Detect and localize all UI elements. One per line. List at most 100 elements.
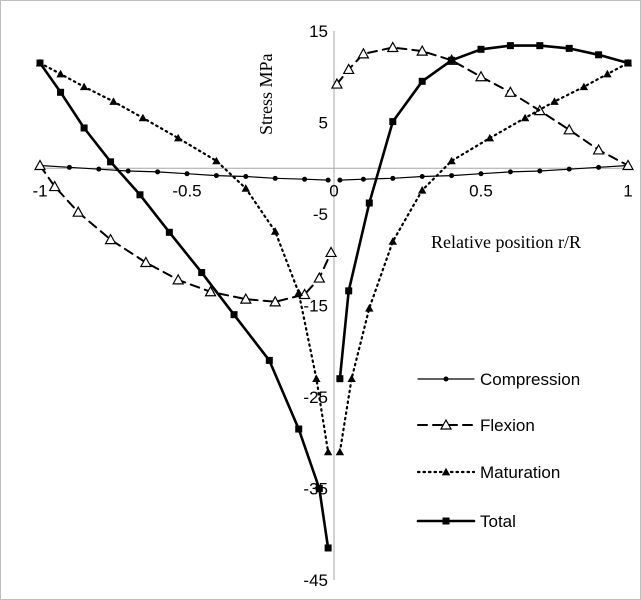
series-line-flexion bbox=[337, 48, 628, 166]
data-point-flexion bbox=[358, 49, 368, 58]
legend-marker-total bbox=[443, 518, 450, 525]
legend-label-compression: Compression bbox=[480, 370, 580, 389]
data-point-maturation bbox=[271, 227, 279, 235]
legend-marker-compression bbox=[444, 377, 449, 382]
series-line-compression bbox=[40, 166, 328, 181]
legend-label-flexion: Flexion bbox=[480, 416, 535, 435]
x-tick-label: 0 bbox=[329, 181, 338, 200]
y-axis-title: Stress MPa bbox=[256, 53, 276, 135]
data-point-maturation bbox=[603, 70, 611, 78]
data-point-compression bbox=[302, 177, 307, 182]
data-point-maturation bbox=[324, 448, 332, 456]
x-axis-title: Relative position r/R bbox=[431, 232, 581, 252]
data-point-compression bbox=[390, 176, 395, 181]
data-point-maturation bbox=[521, 114, 529, 122]
data-point-flexion bbox=[326, 247, 336, 256]
data-point-total bbox=[81, 124, 88, 131]
data-point-compression bbox=[214, 173, 219, 178]
data-point-compression bbox=[96, 167, 101, 172]
y-tick-label: -35 bbox=[303, 480, 328, 499]
x-tick-label: 0.5 bbox=[469, 181, 493, 200]
y-tick-label: 5 bbox=[319, 114, 328, 133]
data-point-compression bbox=[479, 171, 484, 176]
y-tick-label: 15 bbox=[309, 22, 328, 41]
x-tick-label: 1 bbox=[623, 181, 632, 200]
data-point-compression bbox=[67, 165, 72, 170]
data-point-compression bbox=[361, 177, 366, 182]
data-point-maturation bbox=[80, 83, 88, 91]
data-point-maturation bbox=[139, 114, 147, 122]
data-point-compression bbox=[537, 168, 542, 173]
data-point-maturation bbox=[109, 97, 117, 105]
y-tick-label: -5 bbox=[313, 205, 328, 224]
data-point-compression bbox=[243, 174, 248, 179]
data-point-flexion bbox=[476, 72, 486, 81]
data-point-maturation bbox=[312, 375, 320, 383]
data-point-compression bbox=[596, 165, 601, 170]
data-point-flexion bbox=[564, 125, 574, 134]
data-point-compression bbox=[273, 176, 278, 181]
data-point-total bbox=[295, 426, 302, 433]
data-point-compression bbox=[185, 171, 190, 176]
data-point-total bbox=[507, 42, 514, 49]
data-point-compression bbox=[508, 169, 513, 174]
data-point-total bbox=[345, 287, 352, 294]
legend-entry-compression: Compression bbox=[418, 370, 580, 389]
data-point-compression bbox=[155, 169, 160, 174]
legend-label-total: Total bbox=[480, 512, 516, 531]
data-point-maturation bbox=[295, 288, 303, 296]
data-point-total bbox=[166, 229, 173, 236]
data-point-total bbox=[107, 158, 114, 165]
legend-label-maturation: Maturation bbox=[480, 463, 560, 482]
data-point-total bbox=[478, 46, 485, 53]
data-point-total bbox=[57, 89, 64, 96]
data-point-flexion bbox=[623, 161, 633, 170]
x-tick-label: -1 bbox=[32, 181, 47, 200]
data-point-total bbox=[448, 57, 455, 64]
data-point-compression bbox=[126, 168, 131, 173]
series-line-total bbox=[340, 46, 628, 379]
data-point-compression bbox=[420, 174, 425, 179]
data-point-total bbox=[231, 311, 238, 318]
x-tick-label: -0.5 bbox=[172, 181, 201, 200]
data-point-maturation bbox=[486, 134, 494, 142]
series-line-maturation bbox=[340, 63, 628, 452]
data-point-total bbox=[366, 200, 373, 207]
legend: Compression Flexion Maturation Total bbox=[418, 370, 580, 531]
data-point-total bbox=[37, 60, 44, 67]
data-point-total bbox=[419, 78, 426, 85]
data-point-total bbox=[136, 191, 143, 198]
data-point-total bbox=[566, 45, 573, 52]
series-line-compression bbox=[340, 166, 628, 181]
data-point-compression bbox=[337, 178, 342, 183]
data-point-maturation bbox=[365, 304, 373, 312]
data-point-maturation bbox=[347, 375, 355, 383]
data-point-total bbox=[336, 375, 343, 382]
data-point-flexion bbox=[505, 87, 515, 96]
data-point-maturation bbox=[336, 448, 344, 456]
data-point-maturation bbox=[212, 157, 220, 165]
data-point-flexion bbox=[173, 275, 183, 284]
data-point-maturation bbox=[580, 83, 588, 91]
series-line-total bbox=[40, 63, 328, 548]
data-point-maturation bbox=[56, 70, 64, 78]
data-point-maturation bbox=[447, 157, 455, 165]
data-point-total bbox=[325, 544, 332, 551]
y-tick-label: -15 bbox=[303, 297, 328, 316]
y-tick-label: -25 bbox=[303, 388, 328, 407]
data-point-compression bbox=[326, 178, 331, 183]
data-point-flexion bbox=[314, 273, 324, 282]
data-point-total bbox=[625, 60, 632, 67]
data-point-flexion bbox=[35, 161, 45, 170]
y-tick-label: -45 bbox=[303, 571, 328, 590]
data-point-total bbox=[316, 485, 323, 492]
data-point-flexion bbox=[141, 257, 151, 266]
legend-marker-maturation bbox=[442, 468, 450, 476]
data-point-flexion bbox=[73, 207, 83, 216]
legend-entry-total: Total bbox=[418, 512, 516, 531]
data-point-total bbox=[595, 51, 602, 58]
data-point-compression bbox=[567, 167, 572, 172]
data-point-flexion bbox=[594, 145, 604, 154]
data-point-flexion bbox=[388, 42, 398, 51]
